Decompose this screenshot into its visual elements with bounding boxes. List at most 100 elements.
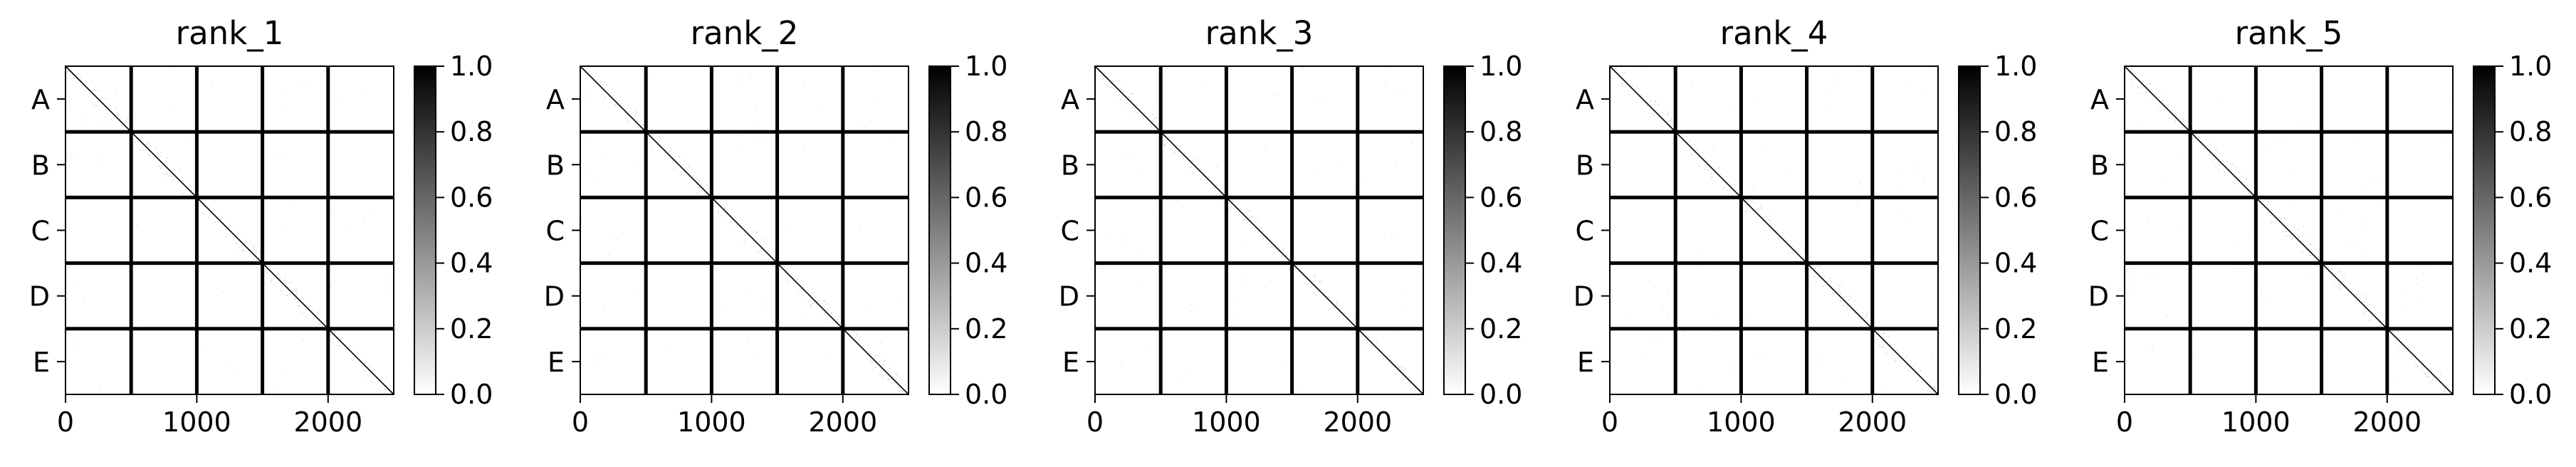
heatmap-cell (2214, 165, 2216, 167)
heatmap-cell (202, 212, 204, 214)
heatmap-cell (1259, 219, 1261, 221)
heatmap-cell (1636, 86, 1638, 88)
heatmap-cell (1406, 310, 1408, 313)
colorbar-tick-label: 0.6 (965, 182, 1007, 213)
heatmap-cell (627, 120, 629, 122)
heatmap-cell (235, 243, 237, 245)
heatmap-cell (1653, 114, 1655, 116)
y-tick-label: A (1576, 84, 1594, 115)
heatmap-cell (145, 143, 147, 145)
colorbar-frame (2473, 65, 2496, 395)
heatmap-cell (318, 308, 320, 310)
heatmap-cell (1117, 80, 1119, 83)
heatmap-cell (364, 369, 366, 372)
heatmap-cell (1142, 253, 1144, 255)
heatmap-cell (823, 300, 825, 303)
heatmap-cell (2313, 254, 2315, 256)
heatmap-cell (856, 332, 858, 334)
heatmap-cell (342, 100, 345, 103)
heatmap-cell (1752, 187, 1754, 189)
heatmap-cell (241, 249, 244, 251)
heatmap-cell (1247, 209, 1249, 211)
heatmap-cell (604, 96, 606, 98)
colorbar-tick-label: 0.2 (1994, 313, 2037, 345)
heatmap-cell (735, 135, 737, 137)
heatmap-cell (880, 342, 882, 344)
heatmap-cell (258, 251, 261, 253)
heatmap-cell (1892, 346, 1895, 348)
heatmap-cell (2338, 271, 2340, 273)
heatmap-cell (1672, 122, 1675, 124)
y-tick-label: E (548, 347, 565, 378)
heatmap-cell (1336, 302, 1338, 304)
heatmap-cell (870, 353, 872, 355)
heatmap-cell (2408, 346, 2410, 348)
heatmap-cell (1645, 67, 1647, 69)
heatmap-cell (127, 117, 129, 120)
heatmap-cell (1131, 93, 1133, 95)
heatmap-cell (741, 79, 743, 81)
heatmap-cell (887, 379, 889, 381)
heatmap-cell (1302, 272, 1304, 274)
heatmap-cell (895, 373, 897, 375)
heatmap-cell (2180, 152, 2182, 154)
heatmap-cell (2303, 125, 2305, 127)
heatmap-cell (2372, 175, 2375, 177)
heatmap-cell (1710, 172, 1712, 174)
heatmap-cell (1296, 265, 1298, 267)
heatmap-cell (823, 313, 825, 315)
heatmap-cell (1916, 379, 1918, 382)
heatmap-cell (664, 155, 666, 157)
heatmap-cell (2414, 364, 2417, 366)
heatmap-cell (259, 268, 261, 270)
heatmap-cell (1885, 352, 1888, 354)
heatmap-cell (2138, 127, 2140, 129)
heatmap-cell (2340, 288, 2342, 290)
heatmap-cell (388, 278, 390, 280)
heatmap-cell (1302, 67, 1304, 69)
heatmap-cell (2140, 92, 2142, 94)
heatmap-cell (2162, 109, 2164, 111)
heatmap-cell (2234, 182, 2236, 184)
heatmap-cell (584, 88, 586, 90)
heatmap-cell (1289, 266, 1291, 268)
heatmap-cell (2317, 257, 2319, 259)
y-tick-label: E (33, 347, 50, 378)
heatmap-cell (651, 145, 654, 147)
heatmap-cell (627, 114, 629, 116)
heatmap-cell (281, 277, 283, 279)
heatmap-cell (155, 147, 157, 149)
heatmap-cell (73, 342, 75, 345)
heatmap-cell (238, 246, 240, 248)
heatmap-cell (2177, 224, 2179, 226)
heatmap-cell (693, 176, 695, 178)
colorbar-gradient (929, 66, 951, 394)
heatmap-cell (2191, 136, 2193, 138)
heatmap-cell (1748, 317, 1750, 319)
heatmap-cell (1163, 135, 1165, 137)
heatmap-cell (2364, 313, 2366, 315)
heatmap-cell (1830, 281, 1832, 283)
heatmap-cell (2159, 178, 2162, 180)
heatmap-cell (229, 232, 231, 234)
heatmap-cell (1880, 335, 1883, 337)
heatmap-cell (889, 367, 891, 369)
heatmap-cell (730, 221, 732, 223)
heatmap-cell (2309, 254, 2311, 256)
heatmap-cell (305, 303, 308, 305)
heatmap-cell (1737, 350, 1739, 352)
heatmap-cell (599, 355, 601, 357)
heatmap-cell (283, 279, 285, 281)
heatmap-cell (603, 308, 605, 310)
heatmap-cell (300, 312, 303, 314)
heatmap-cell (2377, 326, 2379, 328)
heatmap-cell (614, 104, 617, 106)
heatmap-cell (1152, 211, 1154, 214)
heatmap-cell (1371, 345, 1373, 347)
heatmap-cell (637, 126, 639, 128)
heatmap-cell (1121, 105, 1123, 107)
heatmap-cell (2305, 248, 2308, 251)
heatmap-cell (600, 80, 602, 83)
heatmap-cell (1106, 85, 1108, 88)
heatmap-cell (591, 367, 593, 369)
